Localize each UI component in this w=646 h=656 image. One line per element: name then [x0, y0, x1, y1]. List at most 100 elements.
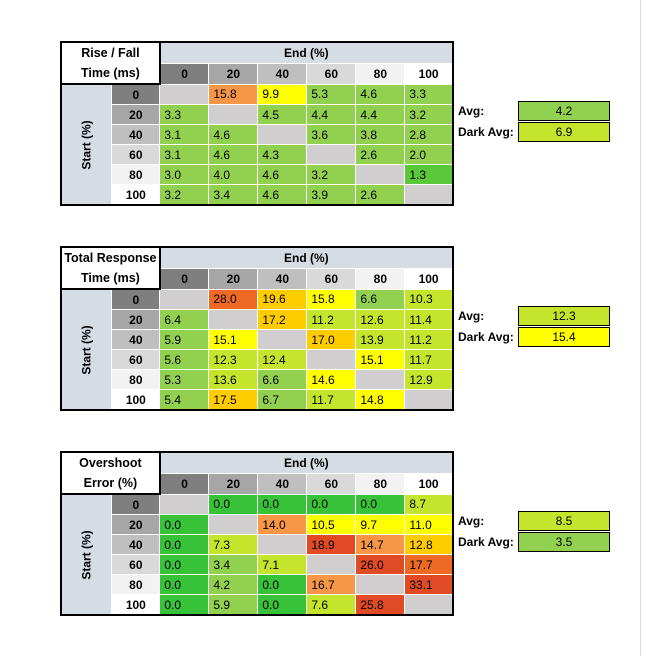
table-cell: 0.0 [257, 493, 308, 515]
table-row: 80 5.3 13.6 6.6 14.6 12.9 [61, 369, 454, 390]
table-row: Start (%) 0 28.0 19.6 15.8 6.6 10.3 [60, 288, 454, 411]
table-cell: 13.9 [355, 329, 406, 350]
table-cell [159, 493, 210, 515]
table-cell: 17.5 [208, 389, 259, 411]
row-header: 20 [111, 514, 161, 535]
table-cell: 0.0 [208, 493, 259, 515]
table-title: Rise / Fall Time (ms) [60, 41, 161, 85]
table-title: Overshoot Error (%) [60, 451, 161, 495]
avg-row: Avg: 12.3 [458, 306, 618, 326]
table-cell: 0.0 [257, 594, 308, 616]
table-row: Start (%) 0 0.0 0.0 0.0 0.0 8.7 [60, 493, 454, 616]
row-header: 0 [111, 83, 161, 105]
column-header: 40 [257, 472, 308, 495]
table-cell: 14.7 [355, 534, 406, 555]
row-header: 40 [111, 124, 161, 145]
table-cell: 14.0 [257, 514, 308, 535]
table-cell: 3.2 [404, 104, 454, 125]
table-cell: 0.0 [159, 534, 210, 555]
table-cell: 12.9 [404, 369, 454, 390]
table-cell [355, 164, 406, 185]
table-cell: 0.0 [159, 574, 210, 595]
table-cell: 9.7 [355, 514, 406, 535]
avg-row: Avg: 8.5 [458, 511, 618, 531]
table-cell: 0.0 [159, 594, 210, 616]
dark-avg-label: Dark Avg: [458, 330, 514, 344]
table-row: 100 0.0 5.9 0.0 7.6 25.8 [61, 594, 454, 616]
column-header: 20 [208, 472, 259, 495]
table-cell: 5.4 [159, 389, 210, 411]
table-cell: 12.4 [257, 349, 308, 370]
table-cell: 28.0 [208, 288, 259, 310]
table-row: 40 5.9 15.1 17.0 13.9 11.2 [61, 329, 454, 350]
table-row: 40 3.1 4.6 3.6 3.8 2.8 [61, 124, 454, 145]
dark-avg-row: Dark Avg: 6.9 [458, 122, 618, 142]
start-header: Start (%) [60, 83, 113, 206]
table-cell: 11.0 [404, 514, 454, 535]
start-label: Start (%) [79, 529, 94, 580]
avg-value: 4.2 [518, 101, 610, 121]
table-cell: 25.8 [355, 594, 406, 616]
table-cell: 3.1 [159, 144, 210, 165]
table-row: 60 5.6 12.3 12.4 15.1 11.7 [61, 349, 454, 370]
table-cell [404, 389, 454, 411]
table-row: 60 3.1 4.6 4.3 2.6 2.0 [61, 144, 454, 165]
end-header: End (%) [159, 245, 454, 269]
table-cell: 5.6 [159, 349, 210, 370]
table-cell: 15.1 [208, 329, 259, 350]
table-cell: 3.3 [159, 104, 210, 125]
table-cell: 5.9 [159, 329, 210, 350]
dark-avg-label: Dark Avg: [458, 125, 514, 139]
row-header: 80 [111, 369, 161, 390]
table-cell: 6.6 [355, 288, 406, 310]
table-cell [159, 83, 210, 105]
table-cell: 11.2 [306, 309, 357, 330]
table-cell: 12.8 [404, 534, 454, 555]
table-cell: 17.0 [306, 329, 357, 350]
table-cell: 7.6 [306, 594, 357, 616]
column-header: 100 [404, 472, 454, 495]
table-cell: 3.4 [208, 554, 259, 575]
table-cell: 11.7 [306, 389, 357, 411]
response-table: Overshoot Error (%) End (%) 0 20 40 60 80 100 Sta… [60, 450, 454, 616]
title-line-1: Overshoot [79, 456, 142, 470]
title-line-2: Time (ms) [81, 66, 140, 80]
table-cell [306, 349, 357, 370]
table-cell: 4.0 [208, 164, 259, 185]
averages-panel: Avg: 8.5 Dark Avg: 3.5 [458, 511, 618, 553]
table-cell: 8.7 [404, 493, 454, 515]
table-cell: 2.8 [404, 124, 454, 145]
avg-value: 8.5 [518, 511, 610, 531]
title-line-2: Time (ms) [81, 271, 140, 285]
table-cell [159, 288, 210, 310]
table-cell: 6.4 [159, 309, 210, 330]
row-header: 60 [111, 144, 161, 165]
table-block: Total Response Time (ms) End (%) 0 20 40 60 80 1… [60, 245, 610, 416]
table-cell: 0.0 [257, 574, 308, 595]
sheet-edge [640, 0, 641, 656]
table-cell: 0.0 [159, 554, 210, 575]
column-header: 100 [404, 267, 454, 290]
column-header: 20 [208, 62, 259, 85]
table-cell [306, 554, 357, 575]
table-cell [208, 104, 259, 125]
table-cell: 0.0 [306, 493, 357, 515]
avg-label: Avg: [458, 104, 485, 118]
table-cell: 9.9 [257, 83, 308, 105]
table-row: 60 0.0 3.4 7.1 26.0 17.7 [61, 554, 454, 575]
column-header: 60 [306, 267, 357, 290]
column-header: 80 [355, 62, 406, 85]
table-row: 20 6.4 17.2 11.2 12.6 11.4 [61, 309, 454, 330]
table-cell: 3.6 [306, 124, 357, 145]
table-cell: 12.3 [208, 349, 259, 370]
table-block: Overshoot Error (%) End (%) 0 20 40 60 80 100 Sta… [60, 450, 610, 621]
table-cell: 4.2 [208, 574, 259, 595]
row-header: 100 [111, 594, 161, 616]
table-cell: 1.3 [404, 164, 454, 185]
row-header: 100 [111, 184, 161, 206]
dark-avg-value: 15.4 [518, 327, 610, 347]
table-cell: 4.6 [208, 144, 259, 165]
table-title: Total Response Time (ms) [60, 246, 161, 290]
table-cell: 11.7 [404, 349, 454, 370]
table-cell: 3.0 [159, 164, 210, 185]
